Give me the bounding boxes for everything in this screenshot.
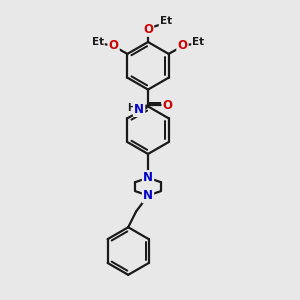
Text: O: O <box>109 40 118 52</box>
Text: Et: Et <box>160 16 172 26</box>
Text: O: O <box>143 22 153 36</box>
Text: Et: Et <box>92 37 104 47</box>
Text: H: H <box>127 103 135 113</box>
Text: Et: Et <box>192 37 204 47</box>
Text: N: N <box>143 189 153 202</box>
Text: N: N <box>134 103 144 116</box>
Text: O: O <box>163 99 173 112</box>
Text: N: N <box>143 171 153 184</box>
Text: O: O <box>178 40 188 52</box>
